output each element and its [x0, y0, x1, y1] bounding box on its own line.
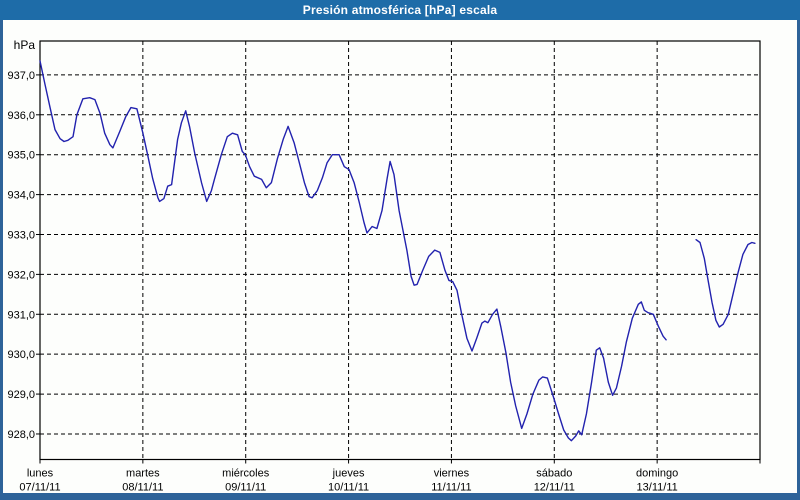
y-tick-label: 932,0 [7, 269, 35, 281]
y-tick-label: 935,0 [7, 150, 35, 162]
x-day-date-label: 12/11/11 [534, 482, 575, 494]
x-day-date-label: 08/11/11 [122, 482, 163, 494]
x-day-name-label: miércoles [222, 468, 270, 480]
y-axis-unit-label: hPa [14, 38, 36, 52]
y-tick-label: 933,0 [7, 229, 35, 241]
window-border-left [0, 20, 3, 500]
x-day-name-label: viernes [434, 468, 470, 480]
x-day-date-label: 09/11/11 [225, 482, 266, 494]
title-bar: Presión atmosférica [hPa] escala [0, 0, 800, 20]
x-day-date-label: 13/11/11 [637, 482, 678, 494]
y-tick-label: 934,0 [7, 190, 35, 202]
y-tick-label: 930,0 [7, 349, 35, 361]
x-day-name-label: martes [126, 468, 160, 480]
x-day-name-label: domingo [636, 468, 678, 480]
x-day-name-label: jueves [332, 468, 365, 480]
y-tick-label: 929,0 [7, 389, 35, 401]
window-border-right [797, 20, 800, 500]
y-tick-label: 936,0 [7, 110, 35, 122]
x-day-name-label: lunes [27, 468, 54, 480]
x-day-date-label: 11/11/11 [431, 482, 471, 494]
chart-title: Presión atmosférica [hPa] escala [302, 3, 498, 17]
pressure-line [695, 238, 756, 328]
y-tick-label: 937,0 [7, 70, 35, 82]
y-tick-label: 928,0 [7, 429, 35, 441]
window-border-bottom [0, 493, 800, 500]
pressure-line [39, 60, 667, 442]
x-day-name-label: sábado [536, 468, 572, 480]
x-day-date-label: 07/11/11 [19, 482, 60, 494]
y-tick-label: 931,0 [7, 309, 35, 321]
x-day-date-label: 10/11/11 [328, 482, 369, 494]
plot-border [39, 40, 761, 461]
